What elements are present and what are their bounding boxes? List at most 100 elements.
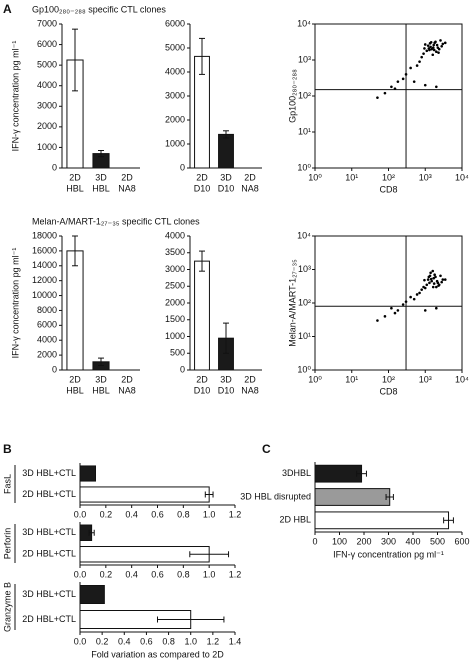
point: [440, 45, 443, 48]
point: [423, 278, 426, 282]
x-tick-label: 2D: [244, 374, 256, 384]
x-tick-label: 3D: [220, 374, 232, 384]
point: [435, 43, 439, 47]
y-tick-label: 3D HBL disrupted: [240, 491, 311, 501]
y-tick-label: 12000: [32, 275, 57, 285]
point: [376, 319, 379, 322]
y-tick-label: 16000: [32, 245, 57, 255]
point: [431, 46, 435, 49]
point: [412, 80, 416, 83]
point: [396, 80, 400, 83]
group-label: FasL: [2, 474, 12, 494]
point: [443, 278, 447, 281]
x-tick-label: 0.6: [151, 509, 164, 519]
x-tick-label: 0.2: [96, 636, 109, 646]
x-tick-label: 300: [381, 536, 396, 546]
x-tick-label: D10: [194, 385, 211, 395]
point: [432, 48, 436, 52]
x-tick-label: HBL: [92, 183, 110, 193]
x-axis-label: Fold variation as compared to 2D: [91, 649, 224, 659]
x-tick-label: 1.2: [229, 569, 242, 579]
x-tick-label: 2D: [244, 172, 256, 182]
point: [415, 293, 419, 296]
point: [429, 45, 432, 49]
point: [423, 47, 426, 50]
x-tick-label: 0.0: [74, 636, 87, 646]
point: [434, 40, 437, 44]
point: [435, 279, 439, 283]
x-tick-label: 200: [356, 536, 371, 546]
panel-title: Melan-A/MART-1₂₇₋₃₅ specific CTL clones: [32, 216, 200, 226]
x-tick-label: 0.2: [100, 569, 113, 579]
x-tick-label: 10¹: [345, 374, 358, 384]
x-tick-label: 0.2: [100, 509, 113, 519]
x-tick-label: NA8: [118, 385, 136, 395]
y-tick-label: 2D HBL+CTL: [22, 489, 76, 499]
x-tick-label: 2D: [69, 172, 81, 182]
point: [423, 83, 427, 87]
point: [437, 51, 440, 54]
point: [376, 96, 379, 99]
point: [432, 43, 436, 47]
x-tick-label: 0.6: [151, 569, 164, 579]
x-axis-label: CD8: [379, 386, 397, 396]
y-tick-label: 0: [180, 364, 185, 374]
point: [441, 278, 445, 281]
panel-letter: C: [262, 442, 271, 456]
point: [435, 285, 438, 289]
y-tick-label: 1000: [37, 142, 57, 152]
y-tick-label: 10³: [298, 264, 311, 274]
y-tick-label: 1000: [165, 138, 185, 148]
y-tick-label: 2000: [37, 121, 57, 131]
point: [429, 277, 433, 281]
point: [430, 279, 434, 283]
y-tick-label: 0: [52, 162, 57, 172]
point: [422, 52, 425, 55]
y-tick-label: 6000: [37, 320, 57, 330]
y-axis-label: IFN-γ concentration pg ml⁻¹: [10, 248, 20, 359]
point: [440, 280, 443, 284]
y-tick-label: 6000: [165, 18, 185, 28]
bar: [79, 486, 210, 503]
x-tick-label: D10: [218, 385, 235, 395]
point: [393, 87, 397, 90]
x-tick-label: 10³: [419, 374, 432, 384]
point: [431, 53, 435, 57]
point: [412, 297, 416, 301]
y-tick-label: 14000: [32, 260, 57, 270]
x-tick-label: 10¹: [345, 172, 358, 182]
y-tick-label: 2D HBL+CTL: [22, 549, 76, 559]
point: [426, 44, 430, 47]
y-tick-label: 5000: [165, 42, 185, 52]
point: [404, 73, 408, 76]
bar: [66, 250, 84, 371]
point: [401, 303, 405, 306]
point: [428, 42, 432, 45]
point: [437, 284, 440, 287]
group-label: Granzyme B: [2, 582, 12, 632]
x-axis-label: CD8: [379, 184, 397, 194]
point: [433, 273, 436, 276]
y-axis-label: Melan-A/MART-1₂₇₋₃₅: [287, 259, 297, 347]
x-tick-label: HBL: [92, 385, 110, 395]
point: [437, 47, 441, 51]
x-tick-label: NA8: [118, 183, 136, 193]
y-tick-label: 3000: [165, 90, 185, 100]
y-tick-label: 2D HBL+CTL: [22, 614, 76, 624]
point: [428, 274, 432, 278]
y-tick-label: 2000: [37, 349, 57, 359]
x-tick-label: 0.0: [74, 569, 87, 579]
plot-frame: [314, 23, 463, 169]
x-tick-label: HBL: [66, 183, 84, 193]
panel-letter: A: [3, 2, 12, 16]
x-tick-label: 0.6: [140, 636, 153, 646]
panel-title: Gp100₂₈₀₋₂₈₈ specific CTL clones: [32, 4, 166, 14]
y-tick-label: 3500: [165, 247, 185, 257]
y-tick-label: 3D HBL+CTL: [22, 589, 76, 599]
point: [432, 282, 436, 285]
point: [383, 315, 387, 318]
point: [418, 291, 421, 295]
bar: [79, 585, 105, 604]
y-tick-label: 2000: [165, 297, 185, 307]
